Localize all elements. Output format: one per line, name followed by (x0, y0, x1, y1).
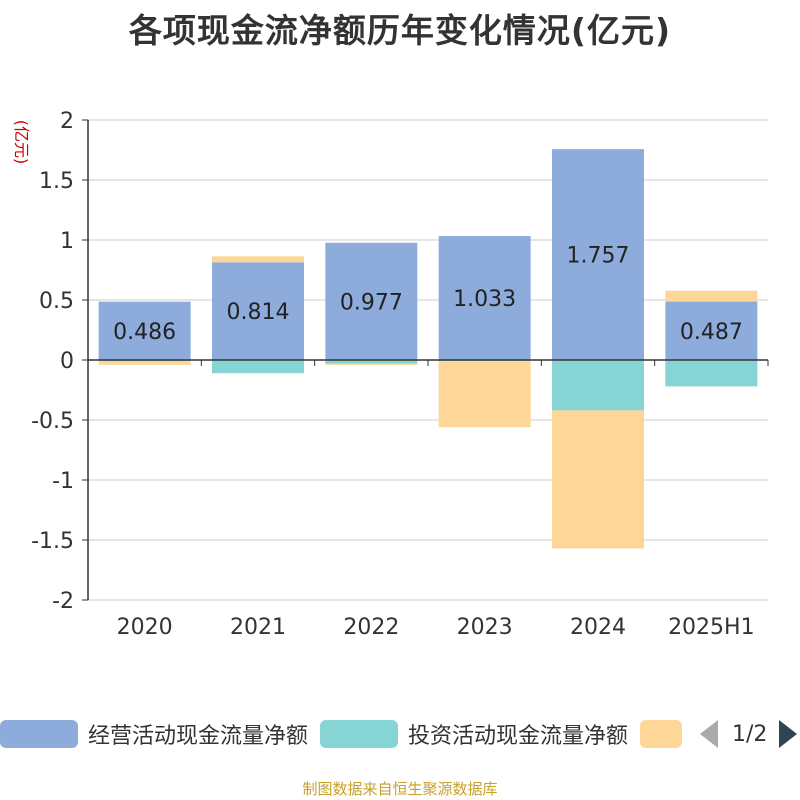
bar-financing-2022[interactable] (325, 363, 418, 365)
bar-operating-2020[interactable] (98, 301, 191, 360)
y-tick-label: -1.5 (31, 529, 74, 554)
data-source-note: 制图数据来自恒生聚源数据库 (302, 780, 498, 798)
bar-operating-2023[interactable] (438, 236, 531, 360)
bar-financing-2021[interactable] (212, 256, 304, 263)
legend-item-operating[interactable]: 经营活动现金流量净额 (0, 714, 308, 754)
y-tick-label: 1 (60, 229, 74, 254)
bar-operating-2025H1[interactable] (665, 301, 758, 360)
bar-operating-2024[interactable] (552, 149, 644, 360)
bar-financing-2020[interactable] (98, 361, 191, 365)
legend-page-indicator: 1/2 (732, 721, 768, 747)
data-label-2021: 0.814 (227, 300, 290, 325)
x-tick-label: 2024 (570, 615, 626, 640)
legend-item-investing[interactable]: 投资活动现金流量净额 (320, 714, 628, 754)
x-tick-label: 2025H1 (668, 615, 755, 640)
bar-operating-2022[interactable] (325, 242, 418, 360)
data-label-2023: 1.033 (453, 287, 516, 312)
legend-item-financing[interactable] (640, 714, 682, 754)
data-label-2022: 0.977 (340, 290, 403, 315)
y-tick-label: 1.5 (39, 169, 74, 194)
legend-swatch-investing (320, 720, 398, 748)
legend: 经营活动现金流量净额 投资活动现金流量净额 1/2 (0, 714, 800, 754)
y-tick-label: 0 (60, 349, 74, 374)
y-axis-unit-label: (亿元) (12, 120, 31, 165)
grid-lines (88, 119, 768, 601)
bar-operating-2021[interactable] (212, 262, 304, 360)
legend-label-investing: 投资活动现金流量净额 (408, 724, 629, 749)
legend-pager: 1/2 (700, 714, 798, 754)
bars (98, 149, 758, 549)
y-tick-label: -2 (52, 589, 74, 614)
chart-title: 各项现金流净额历年变化情况(亿元) (128, 11, 672, 50)
bar-financing-2025H1[interactable] (665, 290, 758, 302)
legend-prev-page-icon[interactable] (700, 720, 718, 748)
data-label-2025H1: 0.487 (680, 320, 743, 345)
legend-swatch-operating (0, 720, 78, 748)
bar-financing-2023[interactable] (438, 361, 531, 428)
bar-investing-2022[interactable] (325, 360, 418, 364)
bar-investing-2025H1[interactable] (665, 360, 758, 387)
data-label-2020: 0.486 (113, 320, 176, 345)
x-tick-label: 2020 (117, 615, 173, 640)
y-tick-label: -1 (52, 469, 74, 494)
bar-investing-2021[interactable] (212, 360, 304, 374)
data-labels: 0.486 0.814 0.977 1.033 1.757 0.487 (113, 244, 743, 345)
y-tick-label: -0.5 (31, 409, 74, 434)
bar-financing-2024[interactable] (552, 410, 644, 549)
cash-flow-chart: 2 1.5 1 0.5 0 -0.5 -1 -1.5 -2 2020 2021 2022 2023 202… (12, 109, 769, 640)
y-tick-label: 0.5 (39, 289, 74, 314)
legend-label-operating: 经营活动现金流量净额 (88, 724, 309, 749)
axes: 2 1.5 1 0.5 0 -0.5 -1 -1.5 -2 2020 2021 2022 2023 202… (31, 109, 769, 640)
legend-swatch-financing (640, 720, 682, 748)
x-tick-label: 2022 (343, 615, 399, 640)
data-label-2024: 1.757 (567, 244, 630, 269)
x-tick-label: 2021 (230, 615, 286, 640)
bar-investing-2024[interactable] (552, 360, 644, 411)
x-tick-label: 2023 (457, 615, 513, 640)
y-tick-label: 2 (60, 109, 74, 134)
legend-next-page-icon[interactable] (779, 720, 798, 748)
